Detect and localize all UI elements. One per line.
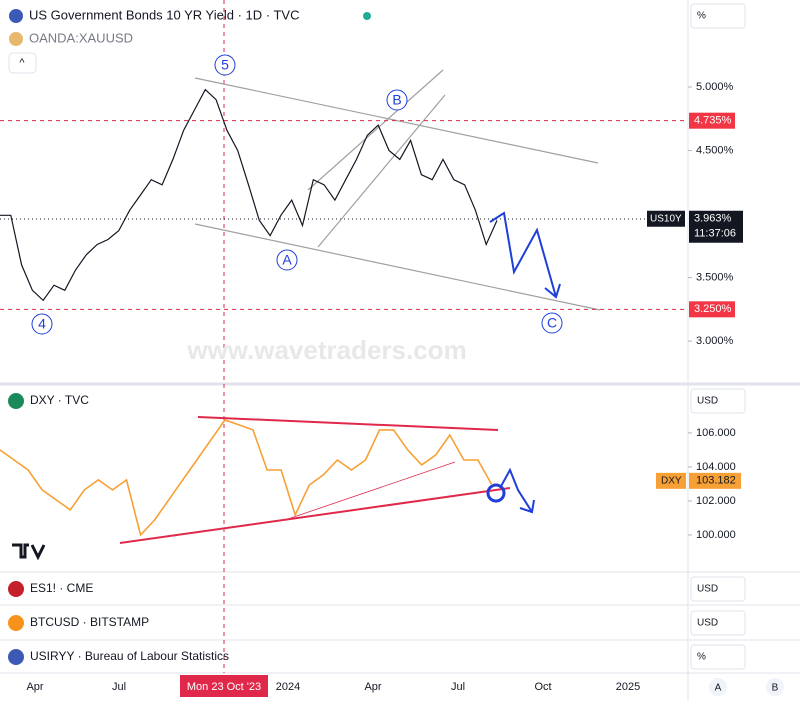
wave-label: 4: [38, 316, 46, 332]
scale-mode[interactable]: [690, 388, 746, 414]
wave-circle: [276, 249, 298, 271]
last-label: 3.963%: [694, 213, 732, 225]
scale-mode-label: USD: [697, 584, 718, 595]
scale-mode[interactable]: [690, 644, 746, 670]
wave-label: C: [547, 315, 557, 331]
x-tick-label: Oct: [534, 681, 551, 693]
last-label: 103.182: [696, 475, 736, 487]
y-tick-label: 3.500%: [696, 271, 734, 283]
y-tick-label: 5.000%: [696, 81, 734, 93]
wave-circle: [541, 312, 563, 334]
x-tick-label: 2025: [616, 681, 640, 693]
svg-text:^: ^: [19, 57, 25, 69]
bottom-button-label: A: [715, 683, 722, 694]
pane-title[interactable]: BTCUSD · BITSTAMP: [30, 615, 149, 629]
x-tick-label: 2024: [276, 681, 300, 693]
level-label: 3.250%: [694, 303, 732, 315]
wave-label: A: [282, 252, 292, 268]
scale-mode[interactable]: [690, 610, 746, 636]
symbol-tag: US10Y: [650, 213, 682, 224]
x-tick-label: Apr: [364, 681, 381, 693]
bottom-button[interactable]: [766, 678, 784, 696]
x-tick-label: Apr: [26, 681, 43, 693]
wave-circle: [31, 313, 53, 335]
scale-mode-label: USD: [697, 396, 718, 407]
title: US Government Bonds 10 YR Yield · 1D · T…: [29, 7, 299, 22]
symbol-tag: DXY: [661, 475, 682, 486]
x-tick-label: Jul: [451, 681, 465, 693]
y-tick-label: 106.000: [696, 427, 736, 439]
wave-label: 5: [221, 57, 229, 73]
last-box: [689, 210, 743, 243]
bottom-button-label: B: [772, 683, 779, 694]
pane-title[interactable]: ES1! · CME: [30, 581, 93, 595]
scale-mode-label: %: [697, 652, 706, 663]
bottom-button[interactable]: [709, 678, 727, 696]
x-tick-label: Jul: [112, 681, 126, 693]
y-tick-label: 104.000: [696, 461, 736, 473]
price-line: [0, 419, 493, 537]
y-tick-label: 3.000%: [696, 335, 734, 347]
watermark: www.wavetraders.com: [186, 335, 466, 365]
scale-mode-label: %: [697, 11, 706, 22]
pane-title[interactable]: USIRYY · Bureau of Labour Statistics: [30, 649, 229, 663]
wave-label: B: [392, 92, 401, 108]
x-tick-label: Mon 23 Oct '23: [187, 681, 261, 693]
level-box: [689, 301, 735, 318]
wave-circle: [214, 54, 236, 76]
level-box: [689, 112, 735, 129]
scale-mode-label: USD: [697, 618, 718, 629]
trendlines: [194, 69, 601, 311]
overlay[interactable]: OANDA:XAUUSD: [29, 30, 133, 45]
tag-box: [647, 210, 685, 227]
pane-title[interactable]: DXY · TVC: [30, 393, 89, 407]
triangle: [119, 416, 511, 544]
price-line: [0, 88, 498, 302]
y-tick-label: 102.000: [696, 495, 736, 507]
last-box: [689, 472, 741, 489]
scale-mode[interactable]: [690, 576, 746, 602]
wave-circle: [386, 89, 408, 111]
countdown: 11:37:06: [694, 228, 736, 240]
y-tick-label: 100.000: [696, 529, 736, 541]
scale-mode[interactable]: [690, 3, 746, 29]
projection: [489, 211, 557, 298]
crosshair-date-box: [180, 675, 268, 697]
level-label: 4.735%: [694, 115, 732, 127]
tag-box: [656, 472, 686, 489]
y-tick-label: 4.500%: [696, 144, 734, 156]
